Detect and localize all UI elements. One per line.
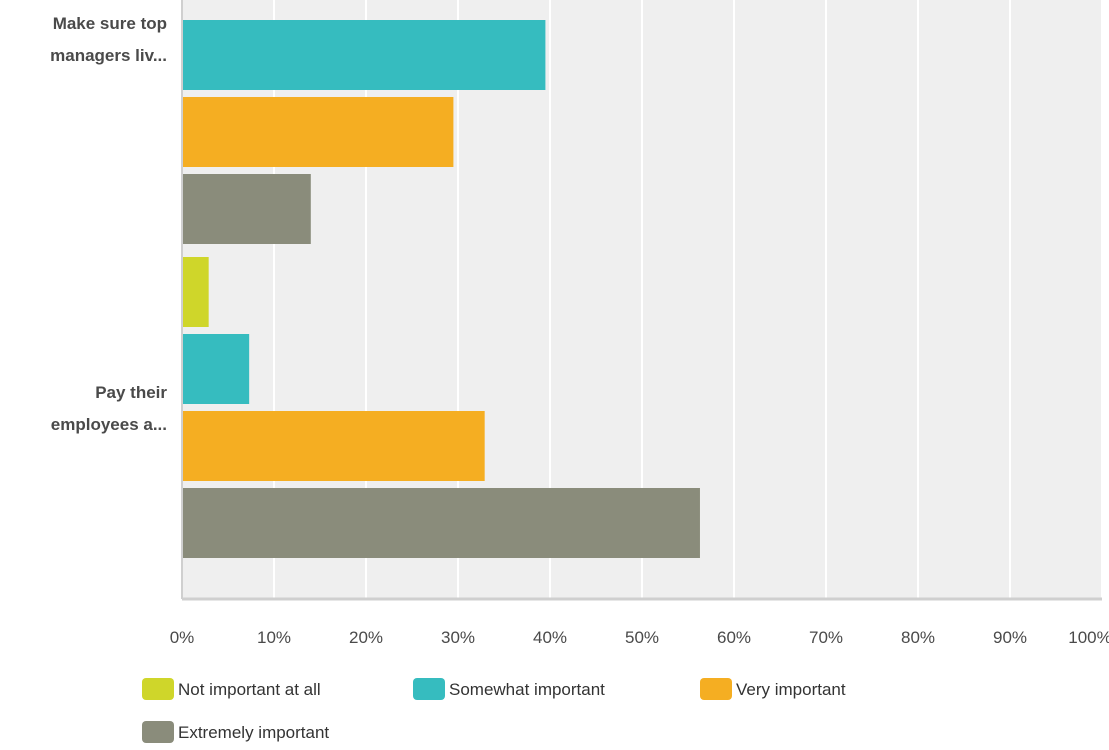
bar-extremely-important-cat2: [182, 488, 700, 558]
x-tick-label-30pct: 30%: [441, 628, 475, 647]
x-tick-label-40pct: 40%: [533, 628, 567, 647]
legend-swatch-extremely-important: [142, 721, 174, 743]
category-labels: Make sure top managers liv... Pay their emp…: [50, 14, 167, 434]
bar-extremely-important-cat1: [182, 174, 311, 244]
x-tick-label-0pct: 0%: [170, 628, 195, 647]
bars: [182, 20, 700, 558]
x-tick-label-20pct: 20%: [349, 628, 383, 647]
bar-somewhat-important-cat1: [182, 20, 546, 90]
legend-label-not-important-at-all: Not important at all: [178, 680, 321, 699]
category-label-1-line-1: Make sure top: [53, 14, 167, 33]
bar-somewhat-important-cat2: [182, 334, 250, 404]
x-tick-label-90pct: 90%: [993, 628, 1027, 647]
category-label-2-line-2: employees a...: [51, 415, 167, 434]
x-tick-label-80pct: 80%: [901, 628, 935, 647]
x-tick-label-50pct: 50%: [625, 628, 659, 647]
legend-label-very-important: Very important: [736, 680, 846, 699]
x-tick-label-70pct: 70%: [809, 628, 843, 647]
x-tick-label-60pct: 60%: [717, 628, 751, 647]
bar-very-important-cat1: [182, 97, 454, 167]
legend-swatch-very-important: [700, 678, 732, 700]
legend-swatch-somewhat-important: [413, 678, 445, 700]
x-tick-label-10pct: 10%: [257, 628, 291, 647]
category-label-1-line-2: managers liv...: [50, 46, 167, 65]
category-label-2-line-1: Pay their: [95, 383, 167, 402]
legend: Not important at all Somewhat important Ve…: [142, 678, 846, 743]
x-tick-label-100pct: 100%: [1068, 628, 1109, 647]
x-tick-labels: 0% 10% 20% 30% 40% 50% 60% 70% 80% 90% 100%: [170, 628, 1109, 647]
bar-not-important-at-all-cat2: [182, 257, 209, 327]
legend-label-somewhat-important: Somewhat important: [449, 680, 605, 699]
legend-label-extremely-important: Extremely important: [178, 723, 329, 742]
bar-very-important-cat2: [182, 411, 485, 481]
legend-swatch-not-important-at-all: [142, 678, 174, 700]
gridlines: [273, 0, 1103, 598]
